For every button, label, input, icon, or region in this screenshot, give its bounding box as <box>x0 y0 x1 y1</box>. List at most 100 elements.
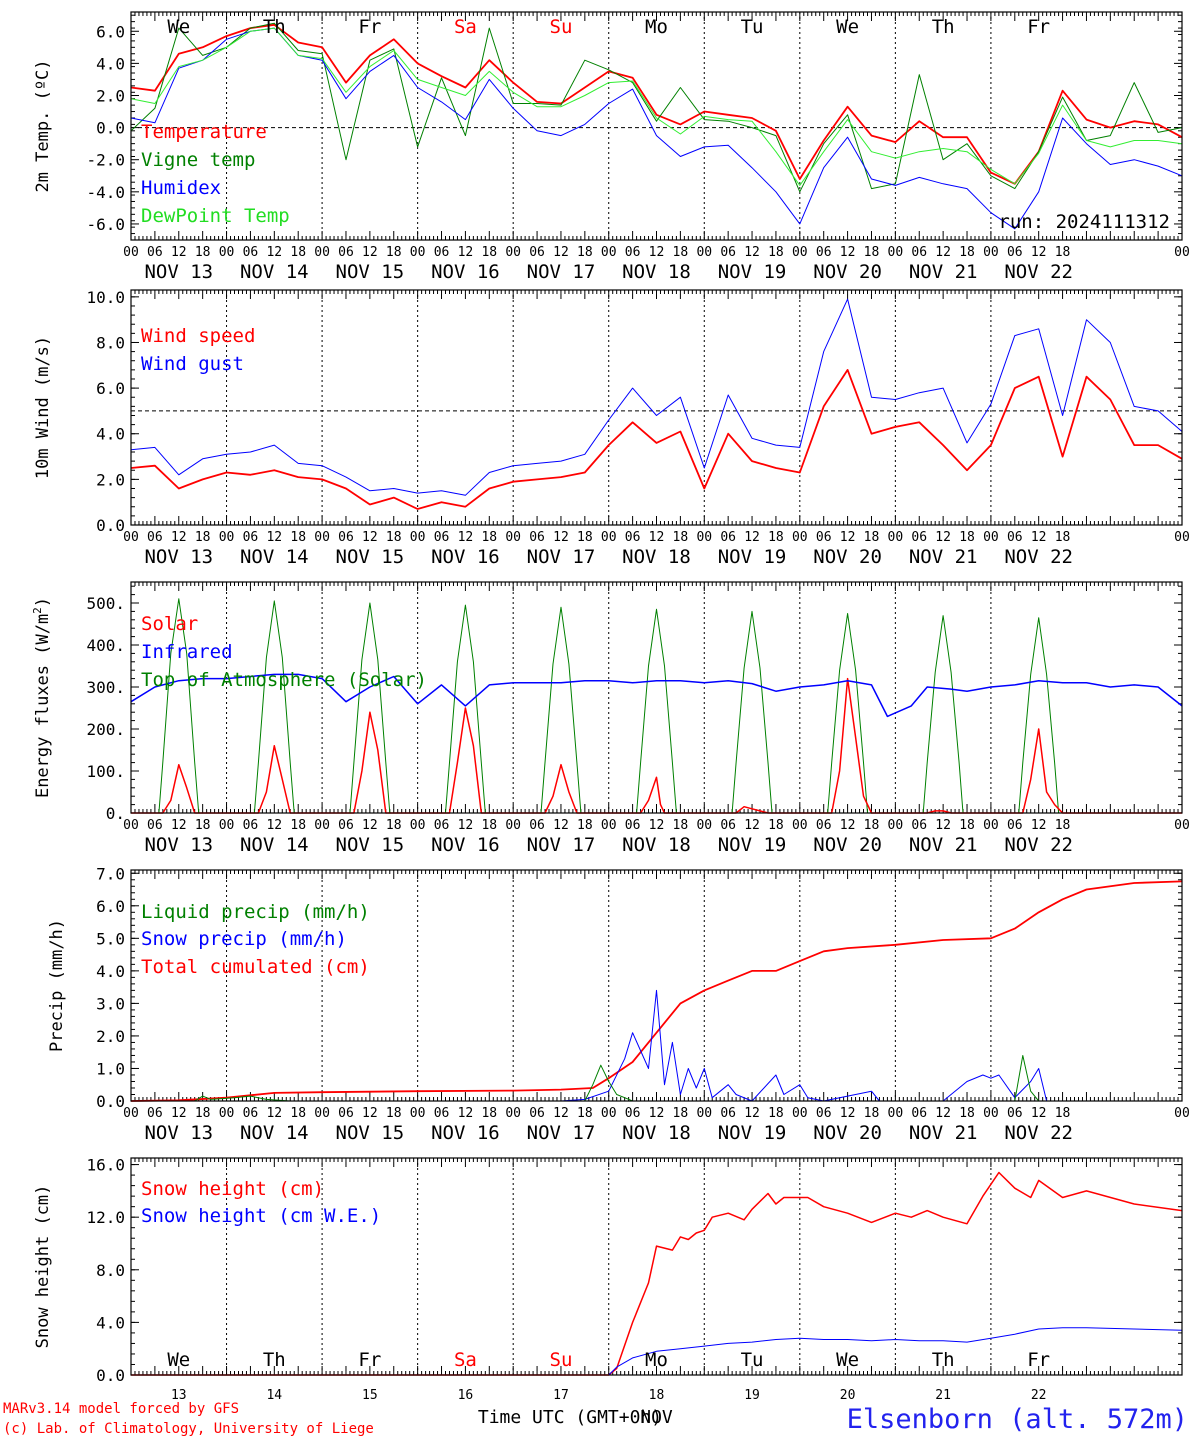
hour-tick-label: 18 <box>290 245 306 260</box>
hour-tick-label: 06 <box>816 530 832 545</box>
y-tick-label: 0. <box>106 804 125 823</box>
date-label: NOV 14 <box>240 261 309 283</box>
y-tick-label: 8.0 <box>96 1261 125 1280</box>
hour-tick-label: 12 <box>458 530 474 545</box>
legend-entry: Snow height (cm) <box>141 1178 324 1200</box>
y-tick-label: 2.0 <box>96 1027 125 1046</box>
series-dewpoint-temp <box>130 27 1183 186</box>
y-tick-label: 200. <box>86 720 125 739</box>
legend-entry: Wind speed <box>141 325 255 347</box>
hour-tick-label: 06 <box>529 530 545 545</box>
hour-tick-label: 00 <box>410 818 426 833</box>
hour-tick-label: 12 <box>1031 530 1047 545</box>
hour-tick-label: 00 <box>696 530 712 545</box>
legend-entry: Solar <box>141 613 198 635</box>
hour-tick-label: 06 <box>720 245 736 260</box>
y-tick-label: 10.0 <box>86 288 125 307</box>
hour-tick-label: 06 <box>720 1106 736 1121</box>
date-label: NOV 21 <box>909 546 978 568</box>
y-tick-label: 3.0 <box>96 994 125 1013</box>
y-tick-label: 16.0 <box>86 1156 125 1175</box>
series-liquid-precip-mm-h- <box>131 1055 1182 1102</box>
series-snow-height-cm-w-e- <box>131 1327 1183 1376</box>
y-tick-label: 4.0 <box>96 425 125 444</box>
hour-tick-label: 12 <box>458 818 474 833</box>
hour-tick-label: 06 <box>338 818 354 833</box>
hour-tick-label: 00 <box>983 1106 999 1121</box>
day-number: 20 <box>840 1388 856 1403</box>
hour-tick-label: 18 <box>768 530 784 545</box>
date-label: NOV 22 <box>1004 1122 1073 1144</box>
y-tick-label: 6.0 <box>96 379 125 398</box>
hour-tick-label: 06 <box>529 818 545 833</box>
hour-tick-label: 12 <box>840 1106 856 1121</box>
y-tick-label: -2.0 <box>86 151 125 170</box>
weekday-label-bottom: Mo <box>645 1349 668 1371</box>
hour-tick-label: 18 <box>673 245 689 260</box>
date-label: NOV 19 <box>718 261 787 283</box>
hour-tick-label: 06 <box>816 245 832 260</box>
weekday-label-top: Fr <box>1027 16 1050 38</box>
weekday-label-top: We <box>836 16 859 38</box>
hour-tick-label: 06 <box>243 245 259 260</box>
hour-tick-label: 12 <box>744 1106 760 1121</box>
series-snow-height-cm- <box>131 1171 1183 1376</box>
legend-entry: Temperature <box>141 121 267 143</box>
hour-tick-label: 12 <box>458 245 474 260</box>
plot-frame <box>130 1157 1183 1376</box>
hour-tick-label: 00 <box>410 530 426 545</box>
weekday-label-top: Su <box>550 16 573 38</box>
hour-tick-label: 12 <box>553 245 569 260</box>
hour-tick-label: 06 <box>243 530 259 545</box>
hour-tick-label: 12 <box>935 1106 951 1121</box>
date-label: NOV 14 <box>240 546 309 568</box>
hour-tick-label: 00 <box>314 818 330 833</box>
panel-snow: 0.0 4.0 8.0 12.0 16.0 Snow height (cm) Snow he… <box>33 1156 1183 1385</box>
date-label: NOV 15 <box>336 834 405 856</box>
date-label: NOV 19 <box>718 1122 787 1144</box>
y-axis-label: 2m Temp. (ºC) <box>33 59 53 192</box>
y-tick-label: 7.0 <box>96 864 125 883</box>
hour-tick-label: 00 <box>888 245 904 260</box>
hour-tick-label: 12 <box>935 245 951 260</box>
hour-tick-label: 00 <box>888 530 904 545</box>
series-wind-gust <box>130 298 1183 496</box>
hour-tick-label: 00 <box>601 530 617 545</box>
hour-tick-label: 00 <box>696 818 712 833</box>
date-label: NOV 20 <box>813 1122 882 1144</box>
hour-tick-label: 00 <box>219 818 235 833</box>
y-axis-label: Snow height (cm) <box>33 1185 53 1349</box>
hour-tick-label: 12 <box>171 1106 187 1121</box>
series-infrared <box>130 673 1183 718</box>
hour-tick-label: 18 <box>959 530 975 545</box>
hour-tick-label: 00 <box>888 818 904 833</box>
hour-tick-label: 18 <box>959 1106 975 1121</box>
hour-tick-label: 06 <box>1007 1106 1023 1121</box>
hour-tick-label: 18 <box>577 245 593 260</box>
hour-tick-label: 12 <box>362 530 378 545</box>
hour-tick-label: 06 <box>338 1106 354 1121</box>
date-label: NOV 16 <box>431 834 500 856</box>
hour-tick-label: 00 <box>314 1106 330 1121</box>
series-total-cumulated-cm- <box>130 880 1183 1102</box>
date-label: NOV 22 <box>1004 546 1073 568</box>
hour-tick-label: 18 <box>673 1106 689 1121</box>
weekday-label-top: Mo <box>645 16 668 38</box>
hour-tick-label: 18 <box>864 245 880 260</box>
hour-tick-label: 18 <box>386 245 402 260</box>
date-label: NOV 16 <box>431 546 500 568</box>
weekday-label-bottom: We <box>836 1349 859 1371</box>
hour-tick-label: 00 <box>1174 818 1190 833</box>
weekday-label-top: Sa <box>454 16 477 38</box>
hour-tick-label: 12 <box>649 530 665 545</box>
y-tick-label: 0.0 <box>96 1366 125 1385</box>
legend-entry: Snow height (cm W.E.) <box>141 1205 381 1227</box>
series-vigne-temp <box>130 22 1183 193</box>
hour-tick-label: 12 <box>266 530 282 545</box>
hour-tick-label: 06 <box>1007 245 1023 260</box>
hour-tick-label: 00 <box>505 818 521 833</box>
time-axis-label: Time UTC (GMT+0h) <box>478 1407 662 1428</box>
hour-tick-label: 06 <box>243 818 259 833</box>
hour-tick-label: 12 <box>458 1106 474 1121</box>
legend-entry: Snow precip (mm/h) <box>141 928 347 950</box>
